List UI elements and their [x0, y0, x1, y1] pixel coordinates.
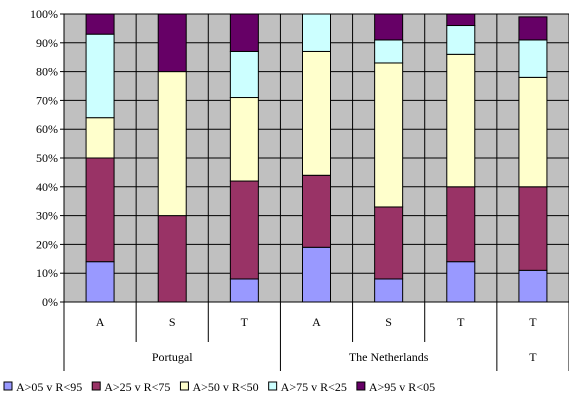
x-axis: A S T A S T T Portugal The Netherlands T [63, 302, 569, 371]
bar-segment [302, 13, 331, 52]
bar-segment [518, 186, 548, 271]
y-axis: 0% 10% 20% 30% 40% 50% 60% 70% 80% 90% 100% [30, 7, 64, 309]
bar-segment [85, 157, 115, 263]
bar-segment [518, 76, 548, 188]
legend-label: A>05 v R<95 [16, 380, 82, 394]
y-tick-label: 80% [36, 65, 58, 79]
y-tick-label: 90% [36, 36, 58, 50]
y-tick-label: 100% [30, 7, 58, 21]
bar-segment [85, 13, 115, 35]
legend-swatch [356, 381, 366, 391]
bar-segment [229, 180, 259, 280]
category-label: A [96, 315, 105, 329]
y-tick-label: 60% [36, 122, 58, 136]
bar-segment [85, 117, 115, 159]
group-label: T [529, 350, 537, 364]
legend-swatch [3, 381, 13, 391]
bar-segment [518, 39, 548, 78]
bar-segment [302, 174, 331, 248]
bar-segment [374, 62, 404, 208]
y-tick-label: 30% [36, 209, 58, 223]
bar-segment [446, 13, 476, 27]
y-tick-label: 20% [36, 237, 58, 251]
y-tick-label: 10% [36, 266, 58, 280]
bar-segment [518, 16, 548, 41]
bar-segment [446, 186, 476, 263]
bar-segment [446, 25, 476, 55]
bar-segment [229, 278, 259, 303]
category-label: S [169, 315, 176, 329]
legend-label: A>95 v R<05 [369, 380, 435, 394]
bar-segment [374, 278, 404, 303]
bar-segment [229, 50, 259, 99]
bar-segment [85, 33, 115, 119]
category-label: S [385, 315, 392, 329]
bar-segment [302, 246, 331, 303]
bar-segment [157, 215, 187, 303]
bar-segment [157, 71, 187, 217]
bar-segment [302, 50, 331, 176]
y-tick-label: 50% [36, 151, 58, 165]
legend-label: A>75 v R<25 [281, 380, 347, 394]
category-label: T [457, 315, 465, 329]
y-tick-label: 0% [42, 295, 58, 309]
bar-segment [229, 97, 259, 182]
y-tick-label: 70% [36, 93, 58, 107]
category-label: A [312, 315, 321, 329]
bar-segment [374, 206, 404, 280]
bar-segment [446, 53, 476, 188]
legend-label: A>25 v R<75 [104, 380, 170, 394]
bar-segment [85, 261, 115, 303]
legend-label: A>50 v R<50 [192, 380, 258, 394]
legend: A>05 v R<95 A>25 v R<75 A>50 v R<50 A>75 v … [3, 380, 435, 394]
legend-swatch [179, 381, 189, 391]
bar-segment [374, 13, 404, 41]
bars [85, 13, 548, 303]
bar-segment [229, 13, 259, 52]
bar-segment [374, 39, 404, 64]
category-label: T [241, 315, 249, 329]
bar-segment [157, 13, 187, 73]
group-label: The Netherlands [349, 350, 429, 364]
bar-segment [446, 261, 476, 303]
y-tick-label: 40% [36, 180, 58, 194]
legend-swatch [268, 381, 278, 391]
group-label: Portugal [152, 350, 193, 364]
category-label: T [529, 315, 537, 329]
legend-swatch [91, 381, 101, 391]
bar-segment [518, 269, 548, 303]
